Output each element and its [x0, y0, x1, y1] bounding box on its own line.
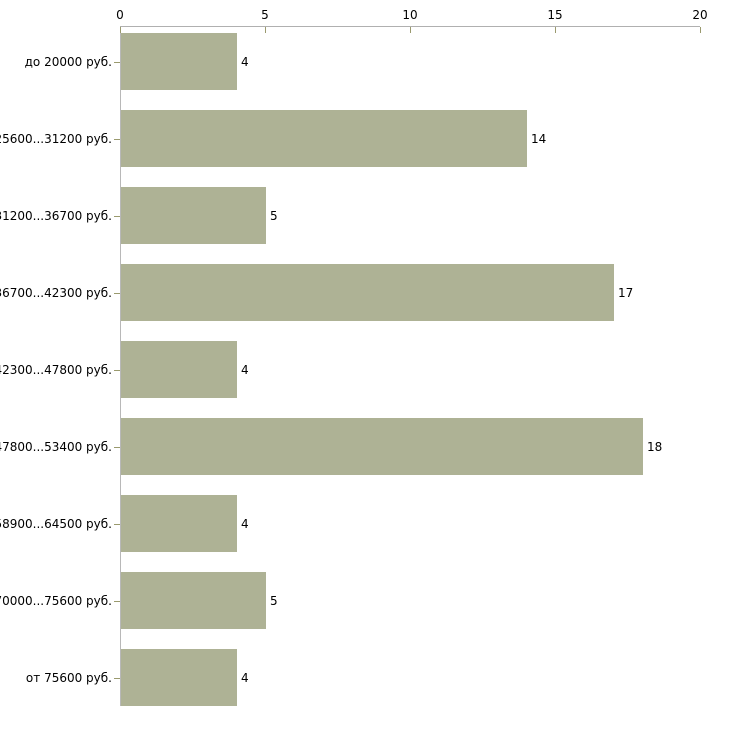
category-label: 70000...75600 руб. [0, 593, 112, 608]
bar-value-label: 4 [241, 516, 249, 531]
category-label: 25600...31200 руб. [0, 131, 112, 146]
y-axis-tick [114, 62, 120, 63]
bar-value-label: 5 [270, 593, 278, 608]
bar[interactable] [121, 187, 266, 244]
category-label: от 75600 руб. [25, 670, 112, 685]
bar[interactable] [121, 110, 527, 167]
bar-value-label: 4 [241, 54, 249, 69]
bar-value-label: 17 [618, 285, 634, 300]
bar-value-label: 18 [647, 439, 663, 454]
y-axis-tick [114, 139, 120, 140]
x-axis-tick [120, 27, 121, 33]
x-axis-tick [555, 27, 556, 33]
y-axis-tick [114, 216, 120, 217]
bar-value-label: 4 [241, 670, 249, 685]
bar-value-label: 4 [241, 362, 249, 377]
x-axis-line [120, 26, 700, 27]
y-axis-tick [114, 601, 120, 602]
category-label: 58900...64500 руб. [0, 516, 112, 531]
x-axis-tick-label: 0 [116, 8, 124, 22]
category-label: до 20000 руб. [24, 54, 112, 69]
x-axis-tick [700, 27, 701, 33]
x-axis-tick-label: 15 [547, 8, 563, 22]
bar-value-label: 14 [531, 131, 547, 146]
y-axis-line [120, 27, 121, 706]
bar[interactable] [121, 418, 643, 475]
x-axis-tick-label: 5 [261, 8, 269, 22]
bar[interactable] [121, 572, 266, 629]
x-axis-tick-label: 10 [402, 8, 418, 22]
y-axis-tick [114, 370, 120, 371]
bar[interactable] [121, 264, 614, 321]
y-axis-tick [114, 678, 120, 679]
category-label: 42300...47800 руб. [0, 362, 112, 377]
x-axis-tick [410, 27, 411, 33]
y-axis-tick [114, 447, 120, 448]
bar[interactable] [121, 495, 237, 552]
category-label: 36700...42300 руб. [0, 285, 112, 300]
bar[interactable] [121, 33, 237, 90]
category-label: 47800...53400 руб. [0, 439, 112, 454]
bar[interactable] [121, 341, 237, 398]
bar[interactable] [121, 649, 237, 706]
bar-value-label: 5 [270, 208, 278, 223]
y-axis-tick [114, 524, 120, 525]
x-axis-tick-label: 20 [692, 8, 708, 22]
y-axis-tick [114, 293, 120, 294]
x-axis-tick [265, 27, 266, 33]
category-label: 31200...36700 руб. [0, 208, 112, 223]
